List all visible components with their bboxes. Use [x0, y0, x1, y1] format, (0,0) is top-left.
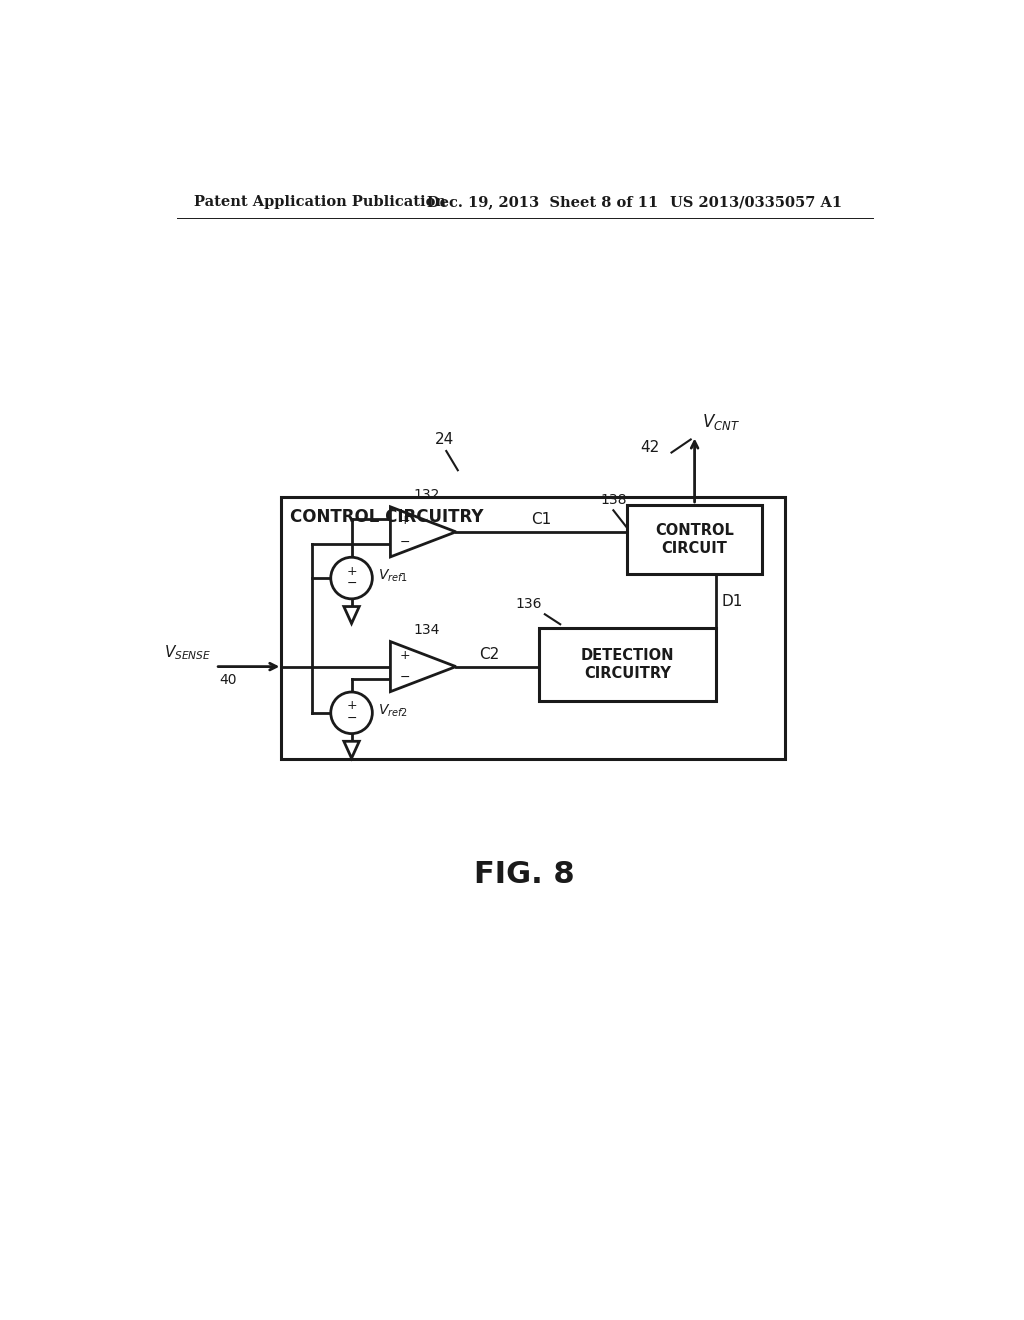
Text: 24: 24 [435, 432, 454, 447]
Bar [628, 506, 762, 574]
Text: FIG. 8: FIG. 8 [474, 861, 575, 888]
Polygon shape [344, 742, 359, 758]
Text: C1: C1 [531, 512, 552, 527]
Text: CONTROL
CIRCUIT: CONTROL CIRCUIT [655, 523, 734, 556]
Text: 138: 138 [600, 494, 627, 507]
Text: $V_{ref2}$: $V_{ref2}$ [379, 702, 409, 718]
Bar [281, 498, 785, 759]
Text: 132: 132 [414, 488, 440, 502]
Text: $V_{SENSE}$: $V_{SENSE}$ [164, 643, 211, 663]
Text: −: − [399, 536, 411, 549]
Text: $V_{CNT}$: $V_{CNT}$ [702, 412, 740, 432]
Text: −: − [346, 711, 356, 725]
Text: CONTROL CIRCUITRY: CONTROL CIRCUITRY [290, 508, 483, 525]
Text: +: + [346, 700, 356, 713]
Text: D1: D1 [722, 594, 743, 609]
Text: +: + [399, 515, 411, 528]
Polygon shape [390, 642, 456, 692]
Text: DETECTION
CIRCUITRY: DETECTION CIRCUITRY [581, 648, 674, 681]
Circle shape [331, 692, 373, 734]
Text: −: − [346, 577, 356, 590]
Text: 40: 40 [219, 673, 237, 686]
Text: 134: 134 [414, 623, 440, 638]
Circle shape [331, 557, 373, 599]
Text: C2: C2 [479, 647, 500, 663]
Text: +: + [399, 649, 411, 663]
Text: 136: 136 [515, 597, 542, 611]
Text: −: − [399, 671, 411, 684]
Text: Dec. 19, 2013  Sheet 8 of 11: Dec. 19, 2013 Sheet 8 of 11 [427, 195, 658, 210]
Text: 42: 42 [641, 440, 659, 454]
Bar [539, 628, 716, 701]
Text: US 2013/0335057 A1: US 2013/0335057 A1 [670, 195, 842, 210]
Polygon shape [390, 507, 456, 557]
Text: +: + [346, 565, 356, 578]
Polygon shape [344, 607, 359, 623]
Text: $V_{ref1}$: $V_{ref1}$ [379, 568, 409, 583]
Text: Patent Application Publication: Patent Application Publication [194, 195, 445, 210]
